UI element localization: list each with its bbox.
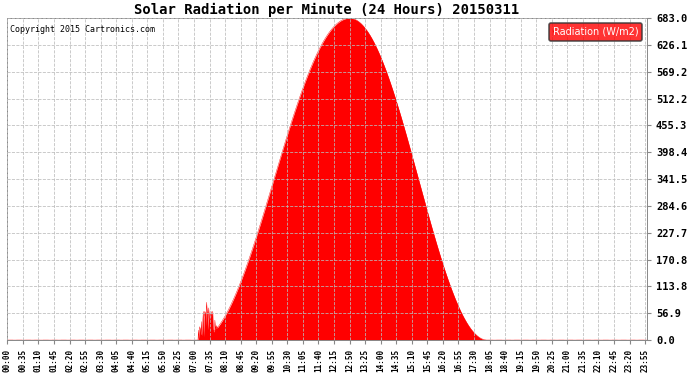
Text: Copyright 2015 Cartronics.com: Copyright 2015 Cartronics.com bbox=[10, 24, 155, 33]
Legend: Radiation (W/m2): Radiation (W/m2) bbox=[549, 23, 642, 41]
Title: Solar Radiation per Minute (24 Hours) 20150311: Solar Radiation per Minute (24 Hours) 20… bbox=[135, 3, 520, 17]
